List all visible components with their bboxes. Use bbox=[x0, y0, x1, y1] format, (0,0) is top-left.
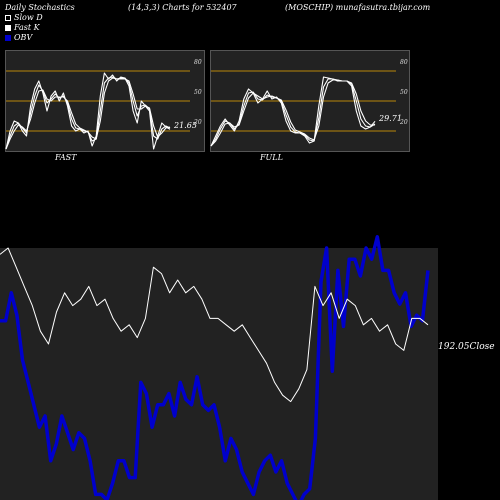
fast-last-value: 21.65 bbox=[174, 121, 197, 130]
legend-obv-swatch bbox=[5, 35, 11, 41]
chart-symbol-site: (MOSCHIP) munafasutra.tbijar.com bbox=[285, 3, 431, 12]
full-stoch-line-2 bbox=[210, 78, 376, 147]
legend-slow-d: Slow D bbox=[5, 13, 43, 23]
close-line bbox=[0, 247, 429, 403]
full-stoch-line-3 bbox=[210, 79, 375, 147]
legend-fast-k: Fast K bbox=[5, 23, 43, 33]
legend: Slow D Fast K OBV bbox=[5, 13, 43, 43]
obv-line bbox=[0, 235, 430, 500]
fast-stoch-line-1 bbox=[5, 72, 171, 150]
close-last-value: 192.05Close bbox=[438, 342, 495, 352]
legend-fast-k-swatch bbox=[5, 25, 11, 31]
fast-panel-title: FAST bbox=[55, 153, 77, 162]
full-level-20-label: 20 bbox=[400, 119, 408, 126]
full-level-80-label: 80 bbox=[400, 59, 408, 66]
fast-level-50-label: 50 bbox=[194, 89, 202, 96]
chart-title: Daily Stochastics bbox=[5, 3, 75, 12]
price-obv-panel bbox=[0, 248, 438, 500]
fast-stoch-line-3 bbox=[5, 77, 171, 150]
legend-slow-d-swatch bbox=[5, 15, 11, 21]
full-stoch-line-1 bbox=[210, 76, 376, 147]
full-panel-title: FULL bbox=[260, 153, 283, 162]
full-level-50-label: 50 bbox=[400, 89, 408, 96]
legend-obv-label: OBV bbox=[14, 33, 33, 42]
legend-fast-k-label: Fast K bbox=[14, 23, 40, 32]
fast-stoch-line-2 bbox=[5, 76, 171, 150]
legend-obv: OBV bbox=[5, 33, 43, 43]
fast-level-20-label: 20 bbox=[194, 119, 202, 126]
legend-slow-d-label: Slow D bbox=[14, 13, 43, 22]
chart-params: (14,3,3) Charts for 532407 bbox=[128, 3, 237, 12]
fast-level-80-label: 80 bbox=[194, 59, 202, 66]
full-last-value: 29.71 bbox=[379, 114, 402, 123]
